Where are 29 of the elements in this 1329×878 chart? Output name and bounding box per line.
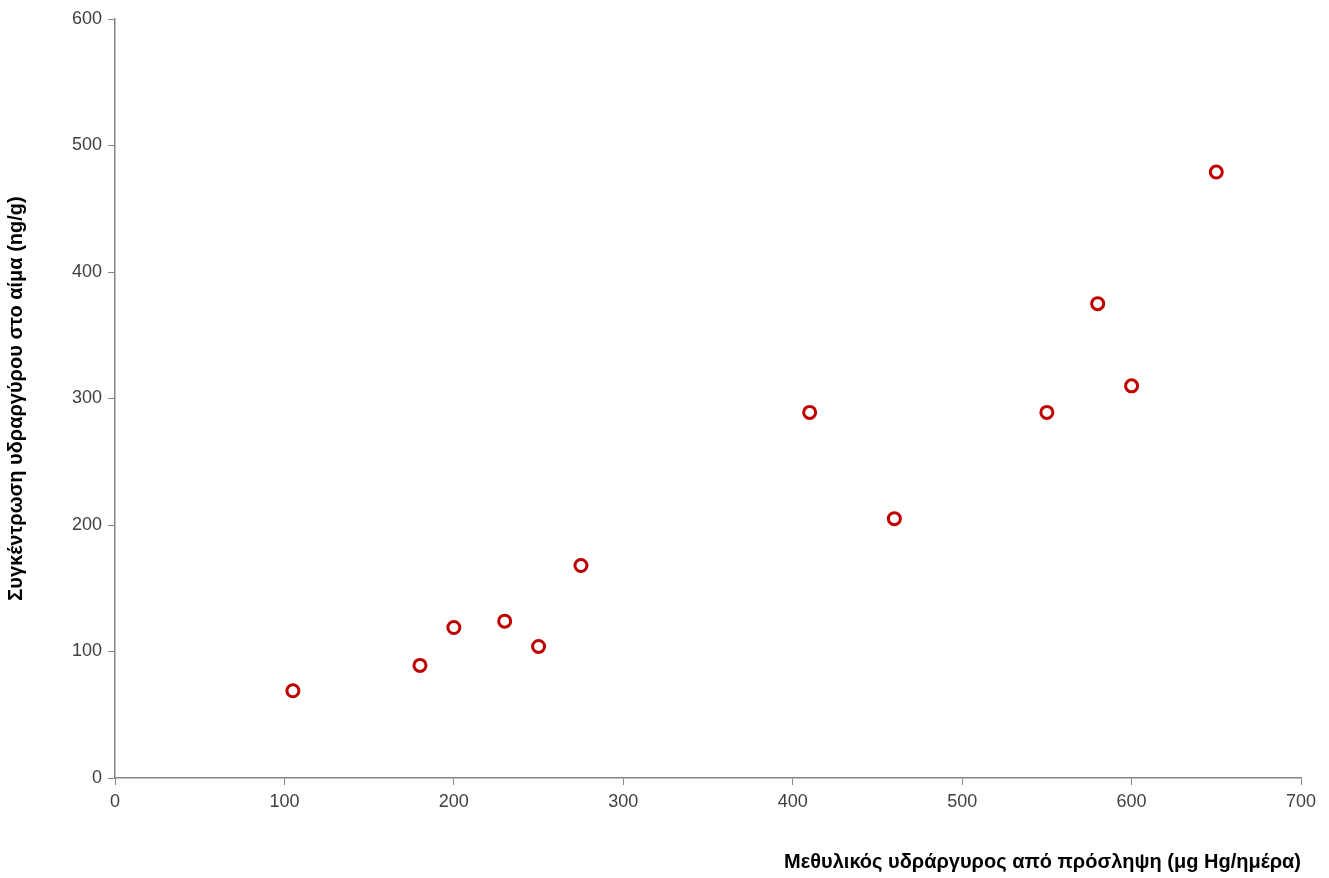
- point: [802, 404, 818, 420]
- y-tick-label: 600: [71, 7, 102, 28]
- x-tick-label: 700: [1285, 790, 1317, 811]
- x-axis-title: Μεθυλικός υδράργυρος από πρόσληψη (μg Hg/ημέρα): [784, 849, 1301, 872]
- point: [497, 613, 513, 629]
- y-tick-label: 100: [71, 640, 102, 661]
- x-tick-label: 300: [608, 790, 639, 811]
- point: [1208, 164, 1224, 180]
- point: [573, 557, 589, 573]
- x-tick-label: 0: [109, 790, 121, 811]
- y-tick-label: 0: [91, 766, 102, 787]
- y-axis-title: Συγκέντρωση υδραργύρου στο αίμα (ng/g): [3, 196, 26, 601]
- y-tick-label: 300: [71, 387, 102, 408]
- x-tick-label: 500: [947, 790, 978, 811]
- x-tick-label: 400: [777, 790, 808, 811]
- point: [1124, 378, 1140, 394]
- y-tick-label: 400: [71, 260, 102, 281]
- point: [886, 511, 902, 527]
- point: [446, 619, 462, 635]
- point: [412, 657, 428, 673]
- x-tick-label: 100: [269, 790, 300, 811]
- point: [285, 683, 301, 699]
- x-tick-label: 600: [1116, 790, 1147, 811]
- point: [531, 638, 547, 654]
- y-tick-label: 200: [71, 513, 102, 534]
- point: [1039, 404, 1055, 420]
- point: [1090, 296, 1106, 312]
- y-tick-label: 500: [71, 134, 102, 155]
- x-tick-label: 200: [438, 790, 469, 811]
